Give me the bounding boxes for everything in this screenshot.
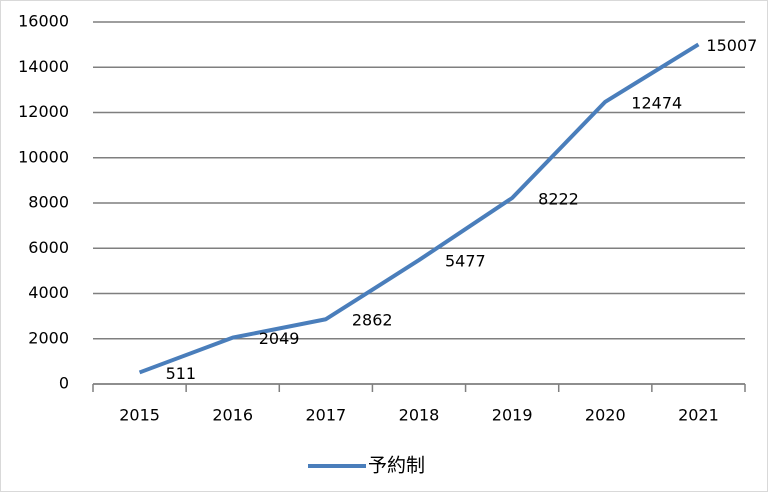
legend-label: 予約制 xyxy=(368,455,425,477)
y-tick-label: 10000 xyxy=(18,147,69,166)
x-tick-label: 2016 xyxy=(212,406,253,425)
y-tick-label: 2000 xyxy=(28,328,69,347)
data-label: 12474 xyxy=(631,93,682,112)
y-tick-label: 8000 xyxy=(28,193,69,212)
x-tick-label: 2021 xyxy=(678,406,719,425)
data-label: 8222 xyxy=(538,189,579,208)
y-tick-label: 12000 xyxy=(18,102,69,121)
y-tick-label: 6000 xyxy=(28,238,69,257)
data-label: 2862 xyxy=(352,311,393,330)
y-tick-label: 4000 xyxy=(28,283,69,302)
x-tick-label: 2017 xyxy=(305,406,346,425)
y-tick-label: 16000 xyxy=(18,12,69,31)
data-label: 15007 xyxy=(706,36,757,55)
x-tick-label: 2020 xyxy=(585,406,626,425)
data-line xyxy=(138,42,700,375)
x-tick-label: 2019 xyxy=(492,406,533,425)
data-label: 2049 xyxy=(259,329,300,348)
x-tick-label: 2018 xyxy=(399,406,440,425)
x-tick-label: 2015 xyxy=(119,406,160,425)
y-tick-label: 14000 xyxy=(18,57,69,76)
data-label: 511 xyxy=(166,364,197,383)
data-label: 5477 xyxy=(445,252,486,271)
y-tick-label: 0 xyxy=(59,374,69,393)
